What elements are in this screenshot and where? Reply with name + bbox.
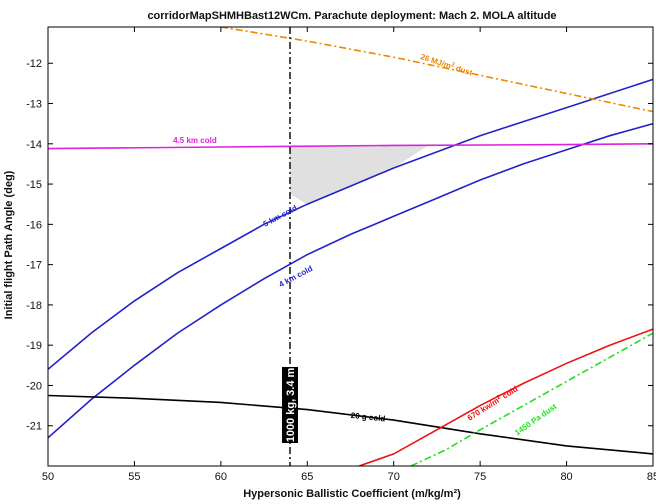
shaded-corridor — [290, 145, 428, 204]
reference-line-label: 1000 kg, 3.4 m — [282, 367, 298, 443]
y-tick-label-3: -18 — [26, 300, 42, 312]
series-line-0 — [48, 79, 653, 369]
curve-label-4: 20 g cold — [350, 411, 386, 424]
svg-text:1000 kg, 3.4 m: 1000 kg, 3.4 m — [285, 367, 297, 442]
curve-label-2: 5 km cold — [262, 203, 299, 228]
curve-label-5: 670 kw/m2 cold — [466, 384, 520, 422]
x-tick-label-2: 60 — [215, 471, 227, 483]
x-tick-label-1: 55 — [128, 471, 140, 483]
y-tick-label-8: -13 — [26, 99, 42, 111]
y-tick-label-4: -17 — [26, 260, 42, 272]
y-axis-label: Initial flight Path Angle (deg) — [3, 170, 15, 319]
x-axis-label: Hypersonic Ballistic Coefficient (m/kg/m… — [243, 488, 461, 500]
x-tick-label-6: 80 — [560, 471, 572, 483]
x-tick-label-7: 85 — [647, 471, 656, 483]
series-line-6 — [411, 333, 653, 466]
y-tick-label-6: -15 — [26, 179, 42, 191]
y-tick-label-1: -20 — [26, 380, 42, 392]
y-tick-label-0: -21 — [26, 421, 42, 433]
y-tick-label-9: -12 — [26, 58, 42, 70]
x-tick-label-3: 65 — [301, 471, 313, 483]
y-tick-label-5: -16 — [26, 219, 42, 231]
series-line-4 — [221, 27, 653, 112]
x-tick-label-0: 50 — [42, 471, 54, 483]
y-tick-label-7: -14 — [26, 139, 42, 151]
x-tick-label-4: 70 — [388, 471, 400, 483]
y-tick-label-2: -19 — [26, 340, 42, 352]
x-tick-label-5: 75 — [474, 471, 486, 483]
series-line-3 — [48, 396, 653, 454]
curve-label-1: 4.5 km cold — [173, 136, 217, 145]
chart-title: corridorMapSHMHBast12WCm. Parachute depl… — [147, 10, 556, 22]
